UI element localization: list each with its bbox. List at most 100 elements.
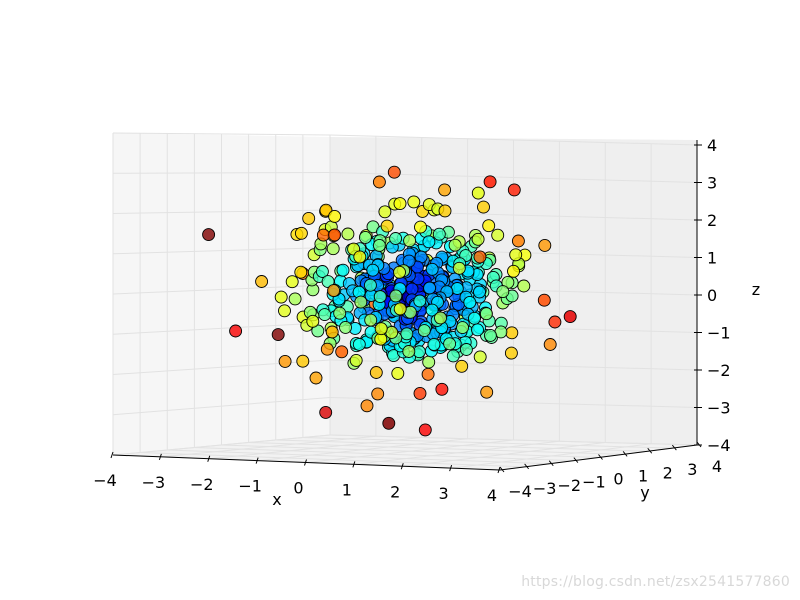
axis-lines <box>110 140 702 474</box>
data-point <box>435 382 449 396</box>
data-point <box>422 235 436 249</box>
x-tick-label: −1 <box>238 477 262 496</box>
y-tick-mark <box>647 447 653 454</box>
floor-pane <box>113 435 697 470</box>
data-point <box>455 359 469 373</box>
y-tick-label: −3 <box>533 479 557 498</box>
data-point <box>459 343 473 356</box>
data-point <box>563 310 577 324</box>
data-point <box>285 275 299 289</box>
y-tick-label: 4 <box>712 457 722 476</box>
data-point <box>288 292 302 306</box>
data-point <box>418 423 432 437</box>
data-point <box>537 293 551 307</box>
data-point <box>315 265 329 278</box>
x-tick-mark <box>158 453 162 461</box>
data-point <box>446 349 460 363</box>
data-point <box>316 228 330 242</box>
data-point <box>363 278 377 292</box>
data-point <box>202 228 216 242</box>
data-point <box>413 386 427 400</box>
data-point <box>255 275 269 288</box>
data-point <box>341 227 355 241</box>
data-point <box>468 311 481 325</box>
y-tick-label: 3 <box>687 460 697 479</box>
data-point <box>432 227 446 241</box>
data-point <box>443 337 457 351</box>
data-point <box>471 186 485 200</box>
data-point <box>327 284 341 298</box>
data-point <box>378 205 392 219</box>
data-point <box>278 354 292 368</box>
data-point <box>414 220 427 234</box>
grid-line <box>112 209 331 214</box>
y-tick-label: 1 <box>638 466 648 485</box>
x-axis-label: x <box>272 490 281 509</box>
data-point <box>372 238 386 252</box>
data-point <box>294 226 308 240</box>
data-point <box>483 328 497 342</box>
x-tick-label: −4 <box>93 471 117 490</box>
data-point <box>391 366 405 380</box>
y-tick-label: −4 <box>508 482 532 501</box>
data-point <box>328 228 342 242</box>
data-point <box>366 263 380 277</box>
grid-line <box>112 359 331 375</box>
data-point <box>339 320 352 334</box>
data-point <box>306 314 320 328</box>
data-point <box>491 228 505 242</box>
grid-line <box>112 132 331 136</box>
data-point <box>471 323 484 337</box>
data-point <box>325 325 339 339</box>
y-tick-mark <box>548 460 554 467</box>
grid-line <box>221 444 599 458</box>
data-point <box>403 234 417 248</box>
data-point <box>543 338 557 351</box>
data-point <box>509 248 523 262</box>
data-point <box>471 232 485 246</box>
grid-line <box>275 439 648 452</box>
grid-line <box>302 437 673 449</box>
data-point <box>448 238 462 252</box>
data-point <box>538 238 552 252</box>
data-point <box>438 204 452 218</box>
data-point <box>507 264 520 278</box>
data-point <box>427 337 441 351</box>
z-tick-label: 2 <box>707 211 717 230</box>
data-point <box>507 183 521 197</box>
data-point <box>422 355 436 369</box>
data-point <box>483 175 497 189</box>
data-point <box>548 315 562 329</box>
x-tick-label: −2 <box>190 475 214 494</box>
data-point <box>354 295 368 309</box>
z-tick-label: −3 <box>707 399 731 418</box>
x-tick-mark <box>207 455 211 462</box>
data-point <box>369 366 383 379</box>
y-axis-line <box>499 444 698 471</box>
x-tick-mark <box>497 466 501 474</box>
data-point <box>382 416 396 430</box>
data-point <box>296 354 310 368</box>
data-point <box>372 175 386 189</box>
grid-line <box>329 359 698 371</box>
data-point <box>374 322 388 336</box>
grid-line <box>329 434 698 446</box>
data-point <box>389 232 403 245</box>
data-point <box>352 337 366 351</box>
data-point <box>425 262 439 276</box>
data-point <box>413 294 427 308</box>
data-point <box>389 289 403 303</box>
y-tick-label: −1 <box>582 473 606 492</box>
data-point <box>480 385 494 399</box>
data-point <box>326 242 340 256</box>
x-tick-mark <box>304 459 307 466</box>
x-tick-mark <box>449 464 453 472</box>
data-point <box>438 183 452 197</box>
data-point <box>482 219 496 233</box>
data-point <box>278 304 291 318</box>
data-point <box>358 230 372 244</box>
data-point <box>505 326 519 340</box>
data-point <box>274 290 288 304</box>
